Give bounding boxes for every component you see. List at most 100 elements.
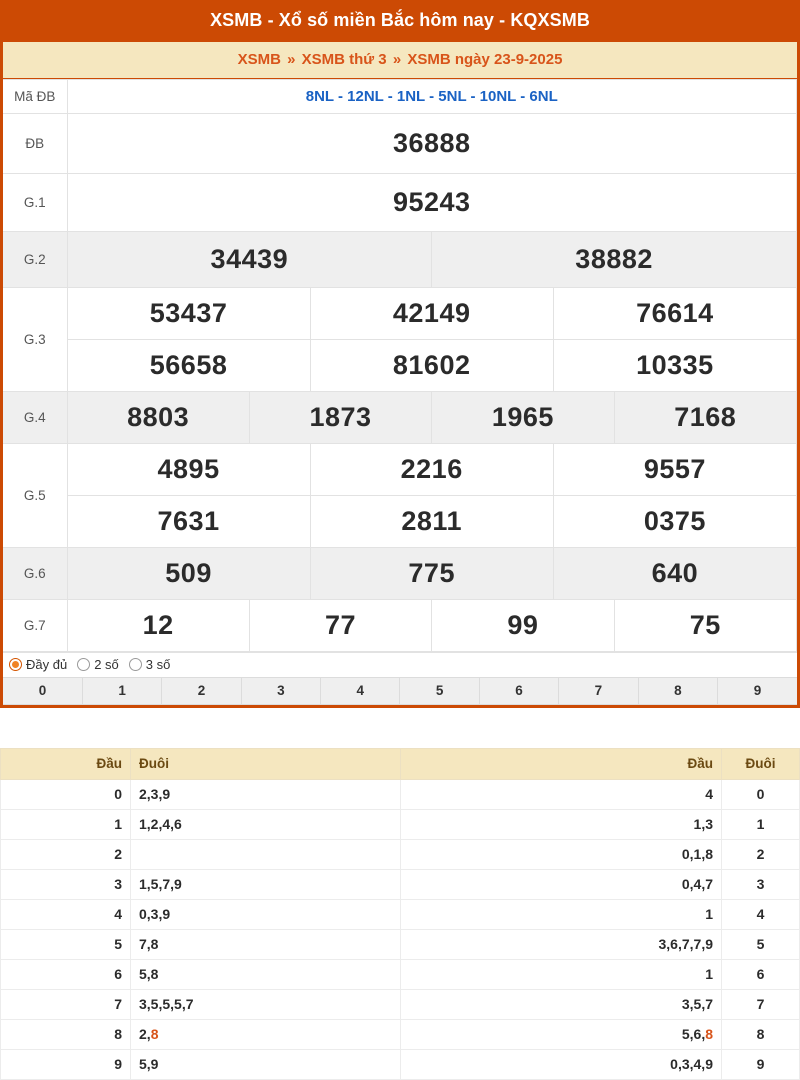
digit-cell-8[interactable]: 8 [637, 677, 719, 705]
summary-tail-right: 7 [721, 989, 800, 1020]
summary-head-left: 9 [0, 1049, 131, 1080]
summary-col-tail-left: Đuôi [130, 748, 401, 780]
radio-label-full: Đầy đủ [26, 657, 68, 672]
summary-col-head-right: Đầu [400, 748, 722, 780]
breadcrumb-separator: » [392, 51, 402, 68]
summary-col-head-left: Đầu [0, 748, 131, 780]
summary-row: 3 1,5,7,9 0,4,7 3 [0, 869, 800, 900]
breadcrumb-link-date[interactable]: XSMB ngày 23-9-2025 [407, 51, 563, 68]
summary-tails-left: 1,5,7,9 [130, 869, 401, 900]
prize-number-g4-3: 1965 [431, 391, 615, 444]
prize-number-g3-6: 10335 [552, 339, 798, 392]
summary-head-left: 2 [0, 839, 131, 870]
digit-cell-5[interactable]: 5 [399, 677, 480, 705]
prize-number-db: 36888 [66, 113, 797, 174]
digit-cell-0[interactable]: 0 [3, 677, 83, 705]
prize-code-value: 8NL - 12NL - 1NL - 5NL - 10NL - 6NL [66, 79, 797, 114]
summary-row: 6 5,8 1 6 [0, 959, 800, 990]
radio-option-2so[interactable]: 2 số [77, 657, 119, 672]
prize-number-g3-1: 53437 [66, 287, 311, 340]
prize-number-g3-4: 56658 [66, 339, 311, 392]
summary-tail-right: 4 [721, 899, 800, 930]
prize-number-g5-6: 0375 [552, 495, 798, 548]
digit-cell-9[interactable]: 9 [717, 677, 797, 705]
digit-cell-3[interactable]: 3 [240, 677, 322, 705]
prize-table: Mã ĐB 8NL - 12NL - 1NL - 5NL - 10NL - 6N… [3, 79, 798, 652]
summary-head-left: 7 [0, 989, 131, 1020]
row-g4: G.4 8803 1873 1965 7168 [3, 391, 798, 444]
summary-tail-right: 2 [721, 839, 800, 870]
row-db: ĐB 36888 [3, 113, 797, 174]
prize-number-g7-4: 75 [613, 599, 798, 652]
prize-number-g5-5: 2811 [309, 495, 554, 548]
radio-label-2so: 2 số [94, 657, 119, 672]
summary-heads-right: 1 [400, 959, 722, 990]
prize-number-g1: 95243 [66, 173, 797, 232]
digit-cell-1[interactable]: 1 [81, 677, 163, 705]
radio-icon-full[interactable] [9, 658, 22, 671]
prize-number-g4-4: 7168 [613, 391, 798, 444]
summary-row: 2 0,1,8 2 [0, 839, 800, 870]
row-g5-b: 7631 2811 0375 [3, 495, 798, 548]
prize-label-g1: G.1 [3, 173, 68, 232]
summary-tail-right: 1 [721, 809, 800, 840]
summary-col-tail-right: Đuôi [721, 748, 800, 780]
digit-cell-7[interactable]: 7 [558, 677, 639, 705]
summary-body: 0 2,3,9 4 0 1 1,2,4,6 1,3 1 2 0,1,8 2 3 1,5,7,9 0,4,7… [0, 779, 800, 1080]
radio-icon-2so[interactable] [77, 658, 91, 671]
highlighted-digit: 8 [705, 1026, 713, 1042]
summary-head-left: 5 [0, 929, 131, 960]
summary-head-left: 8 [0, 1019, 131, 1050]
prize-label-g7: G.7 [3, 599, 68, 652]
prize-label-g4: G.4 [3, 391, 68, 444]
prize-number-g4-2: 1873 [248, 391, 433, 444]
highlighted-digit: 8 [150, 1026, 159, 1042]
dau-duoi-summary-table: Đầu Đuôi Đầu Đuôi 0 2,3,9 4 0 1 1,2,4,6 1,3 1 2 0… [0, 748, 800, 1080]
prize-number-g2-1: 34439 [66, 231, 433, 288]
prize-label-db: ĐB [3, 113, 68, 174]
prize-number-g5-4: 7631 [66, 495, 311, 548]
digit-cell-6[interactable]: 6 [478, 677, 560, 705]
prize-label-g3: G.3 [3, 287, 68, 392]
summary-heads-right: 4 [400, 779, 722, 810]
prize-label-g6: G.6 [3, 547, 68, 600]
breadcrumb-link-xsmb[interactable]: XSMB [237, 51, 281, 68]
summary-tail-right: 8 [721, 1019, 800, 1050]
prize-number-g7-3: 99 [431, 599, 615, 652]
radio-option-full[interactable]: Đầy đủ [9, 657, 67, 672]
row-g7: G.7 12 77 99 75 [3, 599, 798, 652]
summary-tails-left [130, 839, 401, 870]
summary-tail-right: 6 [721, 959, 800, 990]
prize-number-g5-3: 9557 [552, 443, 798, 496]
summary-tail-right: 3 [721, 869, 800, 900]
summary-tail-right: 9 [721, 1049, 800, 1080]
summary-tails-left: 1,2,4,6 [130, 809, 401, 840]
row-g3-b: 56658 81602 10335 [3, 339, 798, 392]
row-ma-db: Mã ĐB 8NL - 12NL - 1NL - 5NL - 10NL - 6N… [3, 79, 797, 114]
prize-label-g5: G.5 [3, 443, 68, 548]
breadcrumb: XSMB » XSMB thứ 3 » XSMB ngày 23-9-2025 [3, 42, 797, 79]
prize-table-body: Mã ĐB 8NL - 12NL - 1NL - 5NL - 10NL - 6N… [3, 79, 798, 652]
prize-number-g2-2: 38882 [431, 231, 797, 288]
digit-cell-4[interactable]: 4 [320, 677, 401, 705]
prize-number-g7-2: 77 [248, 599, 433, 652]
prize-number-g4-1: 8803 [66, 391, 250, 444]
page-title: XSMB - Xổ số miền Bắc hôm nay - KQXSMB [3, 0, 797, 42]
section-spacer [0, 708, 800, 748]
radio-option-3so[interactable]: 3 số [128, 657, 170, 672]
digit-cell-2[interactable]: 2 [161, 677, 242, 705]
summary-heads-right: 1 [400, 899, 722, 930]
summary-tails-left: 2,8 [130, 1019, 401, 1050]
summary-heads-right: 0,4,7 [400, 869, 722, 900]
radio-icon-3so[interactable] [128, 658, 142, 671]
summary-tails-left: 5,9 [130, 1049, 401, 1080]
summary-tails-left: 2,3,9 [130, 779, 401, 810]
summary-tails-left: 3,5,5,5,7 [130, 989, 401, 1020]
summary-tail-right: 0 [721, 779, 800, 810]
prize-number-g3-3: 76614 [552, 287, 798, 340]
summary-row: 1 1,2,4,6 1,3 1 [0, 809, 800, 840]
summary-tails-left: 7,8 [130, 929, 401, 960]
digit-filter-strip: 0 1 2 3 4 5 6 7 8 9 [3, 677, 797, 705]
summary-heads-right: 1,3 [400, 809, 722, 840]
breadcrumb-link-weekday[interactable]: XSMB thứ 3 [301, 51, 387, 68]
